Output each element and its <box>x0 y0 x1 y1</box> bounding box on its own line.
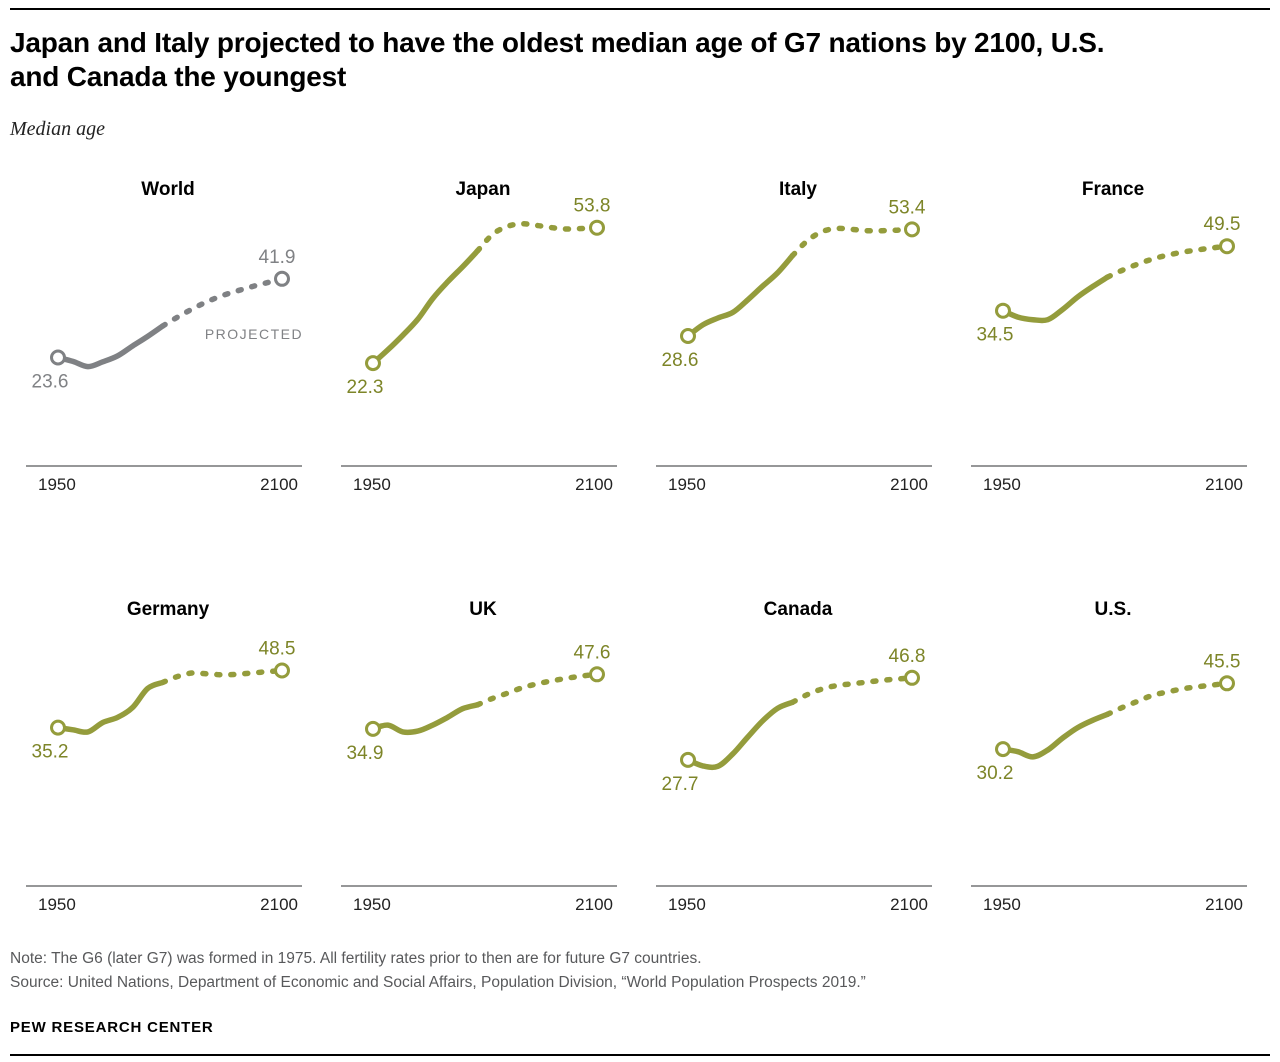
chart-title: UK <box>469 599 497 620</box>
chart-u-s: U.S. 30.2 45.5 1950 2100 <box>955 591 1270 921</box>
end-point-marker <box>903 669 920 686</box>
start-value-label: 27.7 <box>661 774 698 795</box>
chart-title: Germany <box>126 599 209 620</box>
start-value-label: 35.2 <box>31 742 68 763</box>
line-observed <box>369 702 480 736</box>
x-axis-label-start: 1950 <box>38 475 76 494</box>
start-point-marker <box>364 355 381 372</box>
chart-italy: Italy 28.6 53.4 1950 2100 <box>640 171 955 501</box>
chart-japan: Japan 22.3 53.8 1950 2100 <box>325 171 640 501</box>
bottom-rule <box>10 1054 1270 1056</box>
line-observed <box>684 699 795 771</box>
page-title: Japan and Italy projected to have the ol… <box>10 27 1105 92</box>
end-point-marker <box>588 666 605 683</box>
line-observed <box>54 679 165 735</box>
end-point-marker <box>273 270 290 287</box>
start-point-marker <box>679 751 696 768</box>
x-axis-label-end: 2100 <box>1205 895 1243 914</box>
chart-title: Canada <box>763 599 832 620</box>
end-value-label: 46.8 <box>888 646 925 667</box>
x-axis-label-start: 1950 <box>983 475 1021 494</box>
start-point-marker <box>49 349 66 366</box>
end-value-label: 53.8 <box>573 196 610 217</box>
chart-subtitle: Median age <box>10 118 105 140</box>
charts-grid: World 23.6 41.9 PROJECTED 1950 2100 Japan 22.3 5… <box>10 171 1270 921</box>
chart-uk: UK 34.9 47.6 1950 2100 <box>325 591 640 921</box>
line-projected <box>474 671 600 708</box>
start-value-label: 30.2 <box>976 763 1013 784</box>
x-axis-label-start: 1950 <box>668 895 706 914</box>
x-axis-label-end: 2100 <box>1205 475 1243 494</box>
line-chart: Japan 22.3 53.8 1950 2100 <box>340 179 617 494</box>
end-point-marker <box>903 221 920 238</box>
x-axis-label-end: 2100 <box>260 475 298 494</box>
chart-title: France <box>1081 179 1143 200</box>
end-value-label: 47.6 <box>573 642 610 663</box>
start-value-label: 28.6 <box>661 350 698 371</box>
x-axis-label-end: 2100 <box>890 475 928 494</box>
end-point-marker <box>1218 675 1235 692</box>
x-axis-label-start: 1950 <box>38 895 76 914</box>
end-value-label: 41.9 <box>258 247 295 268</box>
line-chart: France 34.5 49.5 1950 2100 <box>970 179 1247 494</box>
x-axis-label-start: 1950 <box>983 895 1021 914</box>
line-projected <box>1104 243 1230 280</box>
end-value-label: 49.5 <box>1203 214 1240 235</box>
end-point-marker <box>1218 238 1235 255</box>
note-text: Note: The G6 (later G7) was formed in 19… <box>10 950 702 967</box>
chart-title: World <box>141 179 194 200</box>
top-rule <box>10 8 1270 10</box>
line-observed <box>54 323 165 370</box>
chart-title: Italy <box>778 179 816 200</box>
line-projected <box>1104 680 1230 718</box>
line-projected <box>159 276 285 329</box>
start-value-label: 23.6 <box>31 372 68 393</box>
end-point-marker <box>588 219 605 236</box>
start-value-label: 22.3 <box>346 377 383 398</box>
line-observed <box>684 252 795 339</box>
line-chart: Canada 27.7 46.8 1950 2100 <box>655 599 932 914</box>
end-value-label: 53.4 <box>888 197 925 218</box>
chart-germany: Germany 35.2 48.5 1950 2100 <box>10 591 325 921</box>
brand-label: PEW RESEARCH CENTER <box>10 1019 214 1036</box>
end-value-label: 48.5 <box>258 639 295 660</box>
line-chart: World 23.6 41.9 PROJECTED 1950 2100 <box>25 179 302 494</box>
source-text: Source: United Nations, Department of Ec… <box>10 974 866 991</box>
start-point-marker <box>679 328 696 344</box>
projected-annotation: PROJECTED <box>204 326 302 342</box>
start-point-marker <box>49 719 66 736</box>
line-projected <box>789 225 915 259</box>
chart-title: Japan <box>455 179 510 200</box>
footnotes: Note: The G6 (later G7) was formed in 19… <box>10 947 1270 995</box>
x-axis-label-start: 1950 <box>353 475 391 494</box>
line-observed <box>999 274 1110 324</box>
x-axis-label-end: 2100 <box>575 475 613 494</box>
line-chart: U.S. 30.2 45.5 1950 2100 <box>970 599 1247 914</box>
chart-canada: Canada 27.7 46.8 1950 2100 <box>640 591 955 921</box>
start-point-marker <box>364 720 381 737</box>
x-axis-label-start: 1950 <box>353 895 391 914</box>
chart-france: France 34.5 49.5 1950 2100 <box>955 171 1270 501</box>
start-value-label: 34.9 <box>346 743 383 764</box>
chart-title: U.S. <box>1094 599 1131 620</box>
x-axis-label-end: 2100 <box>260 895 298 914</box>
end-value-label: 45.5 <box>1203 651 1240 672</box>
line-projected <box>789 675 915 706</box>
x-axis-label-end: 2100 <box>890 895 928 914</box>
start-value-label: 34.5 <box>976 325 1013 346</box>
chart-world: World 23.6 41.9 PROJECTED 1950 2100 <box>10 171 325 501</box>
x-axis-label-end: 2100 <box>575 895 613 914</box>
start-point-marker <box>994 302 1011 319</box>
line-chart: Italy 28.6 53.4 1950 2100 <box>655 179 932 494</box>
line-projected <box>159 667 285 686</box>
line-observed <box>369 248 480 366</box>
end-point-marker <box>273 662 290 679</box>
line-chart: UK 34.9 47.6 1950 2100 <box>340 599 617 914</box>
start-point-marker <box>994 741 1011 758</box>
x-axis-label-start: 1950 <box>668 475 706 494</box>
line-projected <box>474 221 600 254</box>
line-chart: Germany 35.2 48.5 1950 2100 <box>25 599 302 914</box>
line-observed <box>999 711 1110 760</box>
